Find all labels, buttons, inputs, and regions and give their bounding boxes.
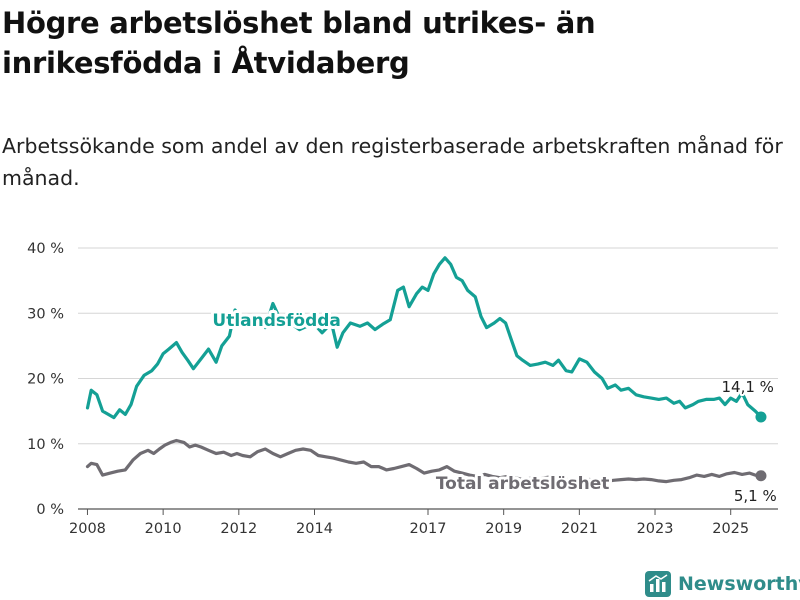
y-tick-label: 30 % <box>27 306 64 322</box>
utlandsfodda-series-label: Utlandsfödda <box>212 311 341 331</box>
x-tick-label: 2019 <box>485 521 522 537</box>
y-tick-label: 40 % <box>27 241 64 257</box>
brand-name: Newsworthy <box>678 573 800 595</box>
utlandsfodda-end-point <box>755 411 767 423</box>
x-tick-label: 2017 <box>410 521 447 537</box>
total-series-label: Total arbetslöshet <box>436 474 610 494</box>
total-end-point <box>755 470 767 482</box>
x-tick-label: 2021 <box>561 521 598 537</box>
chart-subtitle: Arbetssökande som andel av den registerb… <box>2 134 783 190</box>
y-tick-label: 10 % <box>27 437 64 453</box>
utlandsfodda-end-label: 14,1 % <box>722 378 774 396</box>
y-tick-label: 20 % <box>27 372 64 388</box>
x-tick-label: 2008 <box>69 521 106 537</box>
newsworthy-logo: Newsworthy <box>645 570 800 598</box>
chart-title: Högre arbetslöshet bland utrikes- än inr… <box>2 6 596 80</box>
utlandsfodda-line <box>85 256 763 420</box>
series-lines <box>85 256 767 484</box>
x-tick-label: 2014 <box>296 521 333 537</box>
x-tick-label: 2012 <box>220 521 257 537</box>
total-line <box>85 438 763 484</box>
bar-chart-logo-icon <box>645 571 671 597</box>
y-tick-label: 0 % <box>36 502 64 518</box>
total-end-label: 5,1 % <box>734 487 777 505</box>
x-tick-label: 2023 <box>637 521 674 537</box>
x-tick-label: 2010 <box>145 521 182 537</box>
x-tick-label: 2025 <box>712 521 749 537</box>
x-axis-ticks: 2008 2010 2012 2014 2017 2019 2021 2023 2025 <box>69 509 749 537</box>
y-axis-ticks: 0 % 10 % 20 % 30 % 40 % <box>27 241 64 518</box>
series-labels: Utlandsfödda Total arbetslöshet 14,1 % 5,1 … <box>209 308 778 507</box>
